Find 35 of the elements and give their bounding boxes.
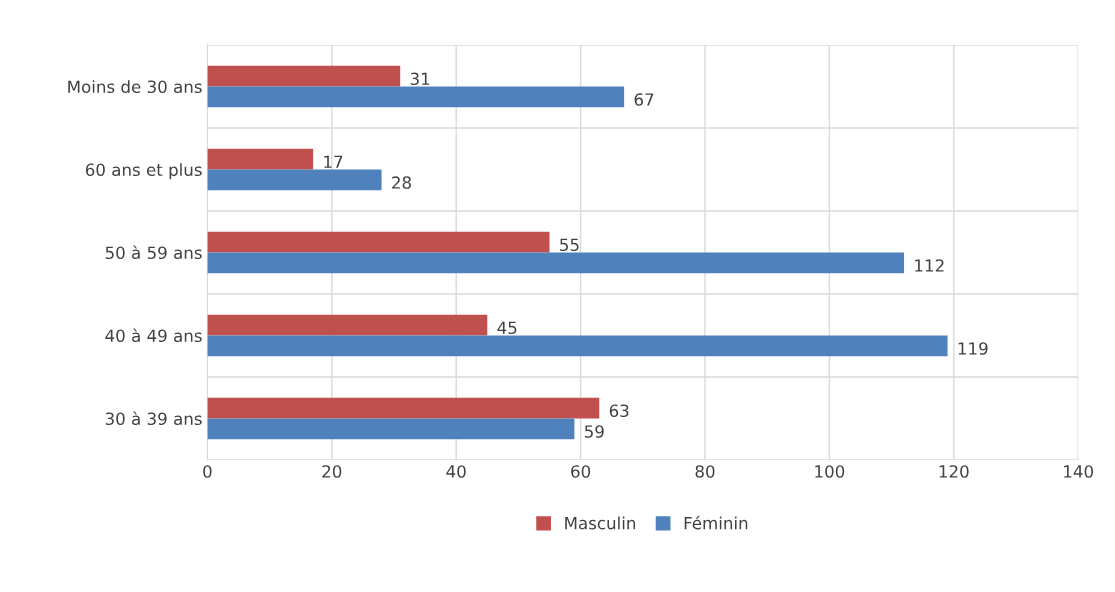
x-tick-label: 40 (446, 465, 466, 478)
y-tick-label: Moins de 30 ans (68, 80, 202, 94)
data-label: 59 (584, 425, 604, 438)
y-tick-label: 30 à 39 ans (105, 411, 202, 426)
data-label: 55 (560, 238, 579, 252)
y-tick-label: 50 à 59 ans (105, 245, 202, 260)
bar (207, 169, 382, 191)
bar (207, 86, 625, 108)
x-tick-label: 60 (571, 465, 591, 478)
legend-label: Féminin (684, 515, 748, 530)
data-label: 63 (609, 404, 629, 418)
bar (207, 397, 600, 419)
legend-label: Masculin (565, 516, 636, 530)
data-label: 119 (958, 342, 988, 355)
y-tick-label: 40 à 49 ans (105, 328, 202, 343)
bar (207, 418, 575, 440)
data-label: 17 (324, 155, 343, 168)
x-tick-label: 0 (203, 465, 212, 478)
data-label: 112 (915, 259, 944, 272)
data-label: 28 (392, 176, 411, 189)
y-tick-label: 60 ans et plus (85, 163, 202, 180)
bar (207, 65, 401, 87)
data-label: 45 (497, 321, 517, 335)
x-tick-label: 20 (322, 465, 342, 478)
bar (207, 252, 905, 274)
x-tick-label: 140 (1064, 465, 1093, 478)
bar (207, 335, 948, 357)
data-label: 31 (410, 72, 430, 86)
bar (207, 314, 488, 336)
bar (207, 231, 550, 253)
x-tick-label: 120 (939, 465, 969, 478)
x-tick-label: 80 (695, 465, 715, 478)
bar (207, 148, 314, 170)
data-label: 67 (634, 93, 654, 106)
x-tick-label: 100 (815, 465, 845, 478)
